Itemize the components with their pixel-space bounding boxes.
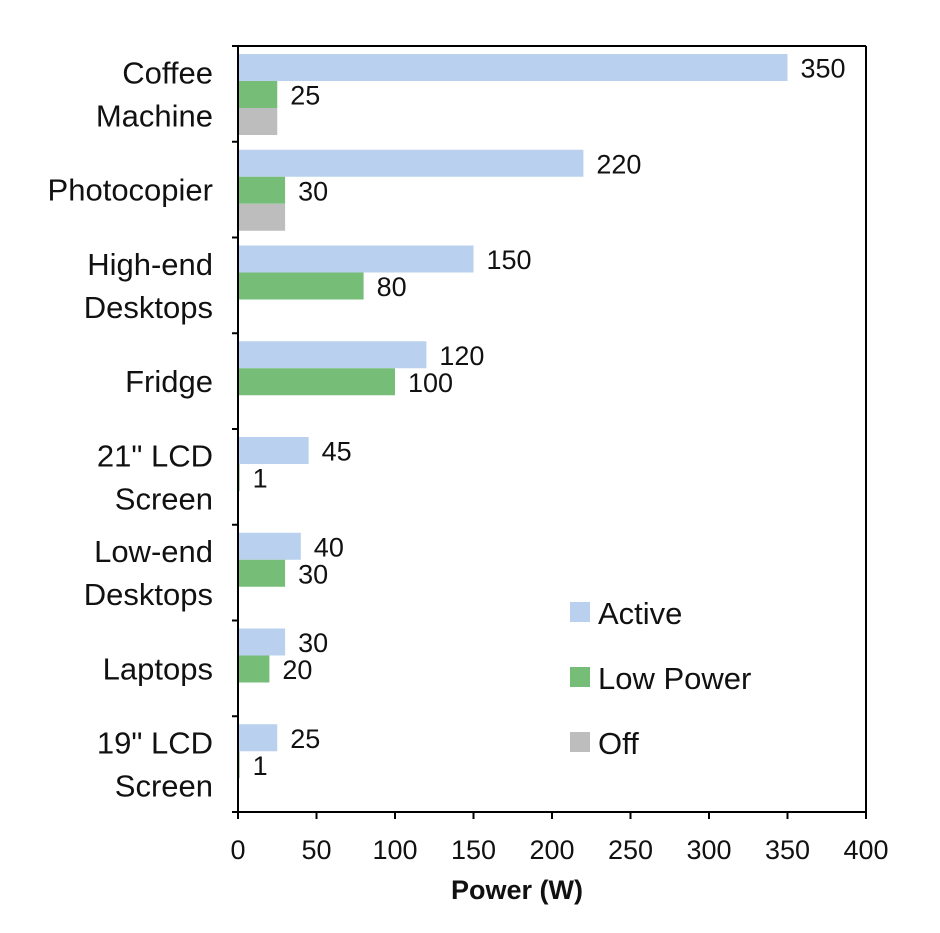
x-tick-label: 50 xyxy=(301,835,331,865)
legend-swatch xyxy=(570,667,590,687)
x-tick-label: 0 xyxy=(230,835,245,865)
bar-active xyxy=(238,149,584,177)
x-tick-label: 300 xyxy=(686,835,731,865)
category-label: 19" LCD xyxy=(97,726,213,761)
bar-low-power xyxy=(238,176,286,204)
category-label: Coffee xyxy=(122,55,213,90)
data-label: 30 xyxy=(298,176,328,206)
category-label: Desktops xyxy=(84,290,213,325)
legend-swatch xyxy=(570,602,590,622)
bar-off xyxy=(238,203,286,231)
category-label: Screen xyxy=(115,769,213,804)
data-label: 350 xyxy=(801,54,846,84)
bars-layer xyxy=(238,54,788,779)
data-label: 25 xyxy=(290,81,320,111)
x-axis-title: Power (W) xyxy=(451,875,583,905)
data-label: 1 xyxy=(253,464,268,494)
data-label: 30 xyxy=(298,628,328,658)
bar-active xyxy=(238,245,474,273)
data-label: 20 xyxy=(282,655,312,685)
data-label: 40 xyxy=(314,532,344,562)
x-tick-label: 100 xyxy=(372,835,417,865)
legend-label: Low Power xyxy=(598,661,751,696)
category-label: Photocopier xyxy=(48,173,213,208)
bar-active xyxy=(238,341,427,369)
bar-active xyxy=(238,628,286,656)
bar-low-power xyxy=(238,368,395,396)
data-label: 220 xyxy=(596,149,641,179)
legend-label: Active xyxy=(598,596,682,631)
data-label: 30 xyxy=(298,559,328,589)
legend-label: Off xyxy=(598,726,639,761)
category-label: 21" LCD xyxy=(97,438,213,473)
data-label: 1 xyxy=(253,751,268,781)
legend-swatch xyxy=(570,732,590,752)
bar-active xyxy=(238,724,278,752)
bar-low-power xyxy=(238,272,364,300)
bar-low-power xyxy=(238,81,278,108)
category-label: Desktops xyxy=(84,577,213,612)
bar-active xyxy=(238,54,788,81)
x-tick-label: 200 xyxy=(529,835,574,865)
bar-low-power xyxy=(238,655,270,683)
legend: Active Low Power Off xyxy=(570,596,751,761)
data-label: 100 xyxy=(408,368,453,398)
category-label: High-end xyxy=(87,247,213,282)
x-tick-label: 150 xyxy=(451,835,496,865)
bar-off xyxy=(238,108,278,135)
bar-active xyxy=(238,532,301,560)
category-label: Screen xyxy=(115,481,213,516)
category-label: Low-end xyxy=(94,534,213,569)
x-tick-label: 350 xyxy=(765,835,810,865)
category-label: Laptops xyxy=(103,651,213,686)
data-label: 120 xyxy=(439,341,484,371)
data-label: 45 xyxy=(322,437,352,467)
axes-layer: Coffee Machine Photocopier High-end Desktops… xyxy=(48,45,889,865)
category-label: Machine xyxy=(96,98,213,133)
category-label: Fridge xyxy=(125,364,213,399)
bar-active xyxy=(238,437,309,464)
data-label: 25 xyxy=(290,724,320,754)
bar-low-power xyxy=(238,559,286,587)
data-label: 150 xyxy=(487,245,532,275)
data-label: 80 xyxy=(377,272,407,302)
x-tick-label: 250 xyxy=(608,835,653,865)
x-tick-label: 400 xyxy=(843,835,888,865)
